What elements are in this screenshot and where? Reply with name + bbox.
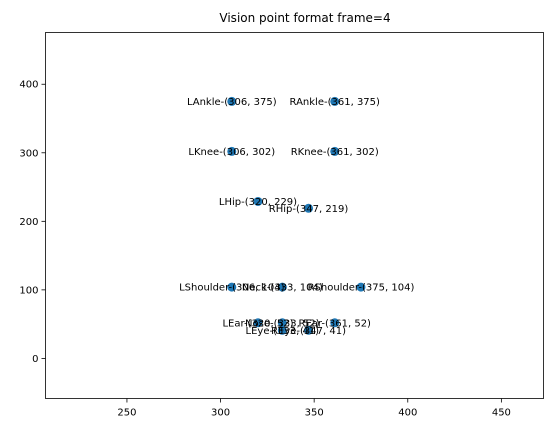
data-points xyxy=(227,96,366,335)
point-label-lear: LEar-(320, 52) xyxy=(222,318,293,329)
axis-ticks: 250 300 350 400 450 0 100 200 300 400 xyxy=(19,80,511,419)
data-point-rankle xyxy=(330,96,340,106)
x-tick-label: 250 xyxy=(117,408,136,419)
point-label-rankle: RAnkle-(361, 375) xyxy=(290,97,380,108)
data-point-nose xyxy=(277,318,287,328)
data-point-lear xyxy=(253,318,263,328)
y-tick-label: 300 xyxy=(19,148,38,159)
x-tick-label: 350 xyxy=(305,408,324,419)
chart-title: Vision point format frame=4 xyxy=(219,11,390,25)
data-point-rhip xyxy=(304,203,314,213)
data-point-rshoulder xyxy=(356,282,366,292)
point-label-rknee: RKnee-(361, 302) xyxy=(291,147,379,158)
data-point-neck xyxy=(277,282,287,292)
data-point-lshoulder xyxy=(227,282,237,292)
point-label-rshoulder: RShoulder-(375, 104) xyxy=(308,283,415,294)
plot-area-frame xyxy=(45,32,544,399)
point-label-rear: REar-(361, 52) xyxy=(299,318,372,329)
data-point-rknee xyxy=(330,146,340,156)
data-point-leye xyxy=(277,325,287,335)
y-tick-label: 100 xyxy=(19,285,38,296)
point-label-rhip: RHip-(347, 219) xyxy=(269,204,349,215)
point-label-nose: Nose-(333, 52) xyxy=(245,318,320,329)
data-point-lankle xyxy=(227,96,237,106)
data-point-lknee xyxy=(227,146,237,156)
y-tick-label: 200 xyxy=(19,217,38,228)
point-label-leye: LEye-(333, 41) xyxy=(246,326,320,337)
data-point-reye xyxy=(304,325,314,335)
point-labels: Nose-(333, 52) Neck-(333, 104)RShoulder-(… xyxy=(179,97,414,337)
x-tick-label: 450 xyxy=(492,408,511,419)
point-label-lankle: LAnkle-(306, 375) xyxy=(187,97,277,108)
point-label-lknee: LKnee-(306, 302) xyxy=(188,147,275,158)
point-label-lshoulder: LShoulder-(306, 104) xyxy=(179,283,285,294)
y-tick-label: 0 xyxy=(32,354,38,365)
y-tick-label: 400 xyxy=(19,80,38,91)
point-label-neck: Neck-(333, 104) xyxy=(242,283,323,294)
point-label-lhip: LHip-(320, 229) xyxy=(219,197,297,208)
data-point-rear xyxy=(330,318,340,328)
x-tick-label: 400 xyxy=(398,408,417,419)
data-point-lhip xyxy=(253,196,263,206)
x-tick-label: 300 xyxy=(211,408,230,419)
point-label-reye: REye-(347, 41) xyxy=(271,326,346,337)
